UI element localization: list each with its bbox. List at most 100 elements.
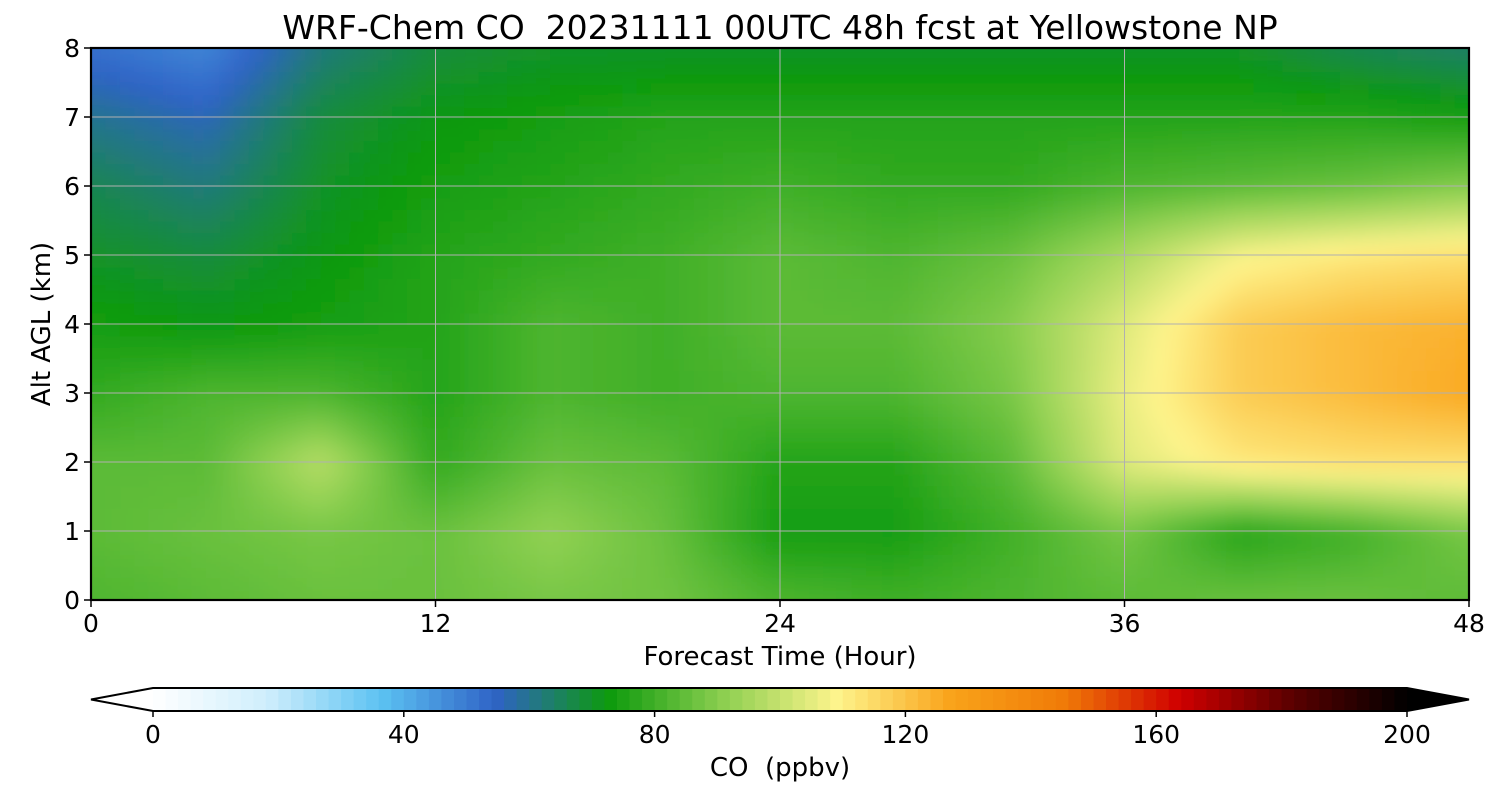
heatmap-cell (1311, 404, 1327, 417)
heatmap-cell (909, 612, 924, 625)
heatmap-cell (320, 128, 337, 141)
heatmap-cell (1124, 427, 1140, 440)
heatmap-cell (1311, 381, 1327, 394)
heatmap-cell (449, 370, 466, 383)
heatmap-cell (851, 427, 868, 440)
heatmap-cell (91, 186, 107, 199)
heatmap-cell (593, 48, 609, 61)
heatmap-cell (507, 266, 523, 279)
heatmap-cell (406, 381, 423, 394)
heatmap-cell (722, 358, 738, 371)
heatmap-cell (636, 48, 652, 61)
heatmap-cell (406, 140, 423, 153)
heatmap-cell (1052, 358, 1069, 371)
heatmap-cell (1124, 416, 1140, 429)
heatmap-cell (191, 473, 207, 486)
heatmap-cell (105, 347, 121, 360)
heatmap-cell (1138, 450, 1155, 463)
heatmap-cell (292, 25, 307, 38)
heatmap-cell (736, 473, 753, 486)
heatmap-cell (320, 496, 337, 509)
heatmap-cell (521, 243, 537, 256)
heatmap-cell (421, 186, 437, 199)
heatmap-cell (765, 278, 781, 291)
heatmap-cell (435, 324, 451, 337)
heatmap-cell (1325, 416, 1341, 429)
heatmap-cell (607, 450, 624, 463)
heatmap-cell (1052, 324, 1069, 337)
heatmap-cell (263, 577, 279, 590)
heatmap-cell (91, 209, 107, 222)
heatmap-cell (1397, 289, 1413, 302)
heatmap-cell (1138, 117, 1155, 130)
heatmap-cell (363, 186, 380, 199)
heatmap-cell (1196, 577, 1212, 590)
heatmap-cell (1296, 588, 1313, 600)
heatmap-cell (449, 588, 466, 600)
heatmap-cell (650, 554, 667, 567)
heatmap-cell (306, 565, 322, 578)
heatmap-cell (894, 301, 911, 314)
heatmap-cell (1239, 588, 1255, 600)
heatmap-cell (1138, 393, 1155, 406)
heatmap-cell (923, 577, 939, 590)
heatmap-cell (550, 174, 566, 187)
heatmap-cell (851, 197, 868, 210)
heatmap-cell (665, 140, 681, 153)
heatmap-cell (464, 220, 480, 233)
heatmap-cell (234, 588, 250, 600)
heatmap-cell (1081, 450, 1097, 463)
heatmap-cell (1138, 496, 1155, 509)
heatmap-cell (464, 324, 480, 337)
heatmap-cell (363, 347, 380, 360)
heatmap-cell (722, 577, 738, 590)
heatmap-cell (1124, 531, 1140, 544)
heatmap-cell (1210, 565, 1226, 578)
heatmap-cell (722, 565, 738, 578)
heatmap-cell (119, 186, 136, 199)
heatmap-cell (521, 301, 537, 314)
heatmap-cell (1168, 612, 1183, 625)
heatmap-cell (765, 255, 781, 268)
heatmap-cell (521, 278, 537, 291)
heatmap-cell (105, 71, 121, 84)
heatmap-cell (593, 71, 609, 84)
heatmap-cell (1038, 588, 1054, 600)
heatmap-cell (1095, 266, 1112, 279)
heatmap-cell (1038, 404, 1054, 417)
heatmap-cell (363, 324, 380, 337)
heatmap-cell (981, 416, 997, 429)
heatmap-cell (564, 439, 581, 452)
heatmap-cell (1110, 358, 1126, 371)
heatmap-cell (1182, 600, 1197, 613)
heatmap-cell (837, 462, 853, 475)
heatmap-cell (306, 577, 322, 590)
heatmap-cell (564, 128, 581, 141)
heatmap-cell (277, 151, 293, 164)
heatmap-cell (622, 209, 638, 222)
heatmap-cell (162, 508, 179, 521)
heatmap-cell (1196, 220, 1212, 233)
heatmap-cell (866, 312, 882, 325)
heatmap-cell (823, 209, 839, 222)
heatmap-cell (1138, 312, 1155, 325)
heatmap-cell (392, 600, 407, 613)
heatmap-cell (1282, 48, 1298, 61)
heatmap-cell (837, 220, 853, 233)
heatmap-cell (1210, 554, 1226, 567)
heatmap-cell (1311, 577, 1327, 590)
heatmap-cell (1325, 312, 1341, 325)
heatmap-cell (1009, 243, 1026, 256)
heatmap-cell (378, 232, 394, 245)
heatmap-cell (650, 266, 667, 279)
heatmap-cell (966, 278, 982, 291)
heatmap-cell (765, 416, 781, 429)
heatmap-cell (1253, 243, 1270, 256)
heatmap-cell (1167, 496, 1183, 509)
heatmap-cell (981, 186, 997, 199)
heatmap-cell (292, 82, 308, 95)
heatmap-cell (722, 174, 738, 187)
heatmap-cell (363, 404, 380, 417)
heatmap-cell (1296, 151, 1313, 164)
heatmap-cell (119, 163, 136, 176)
